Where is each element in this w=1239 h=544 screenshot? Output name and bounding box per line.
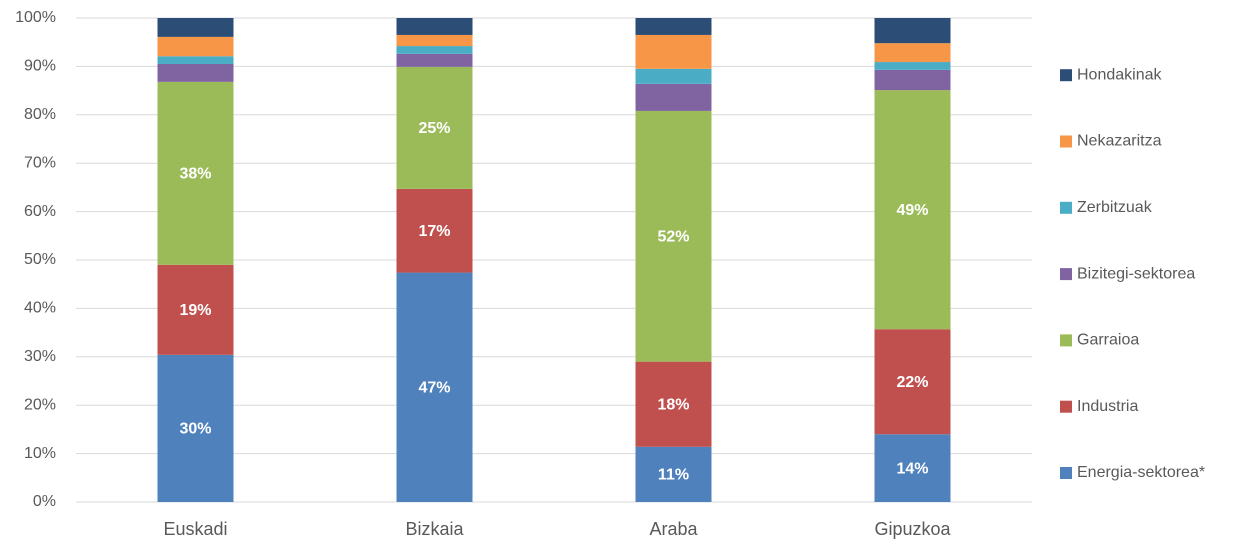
x-tick-label: Gipuzkoa (874, 519, 951, 539)
bar-segment (157, 36, 234, 57)
bar-segment (874, 434, 951, 502)
bar-segment (157, 81, 234, 265)
data-label: 49% (896, 202, 928, 219)
bar-segment (635, 446, 712, 502)
bar-segment (635, 68, 712, 84)
x-tick-label: Araba (649, 519, 698, 539)
bar-segment (635, 110, 712, 362)
data-label: 22% (896, 374, 928, 391)
y-tick-label: 0% (33, 493, 56, 510)
y-tick-label: 50% (24, 251, 56, 268)
bar-segment (874, 69, 951, 91)
data-label: 52% (657, 229, 689, 246)
bar-segment (874, 43, 951, 63)
legend-swatch (1060, 201, 1072, 214)
y-tick-label: 80% (24, 106, 56, 123)
legend-label: Nekazaritza (1077, 133, 1162, 150)
y-tick-label: 40% (24, 300, 56, 317)
bar-segment (157, 18, 234, 37)
bar-segment (874, 90, 951, 330)
bar-segment (396, 34, 473, 47)
x-tick-label: Bizkaia (405, 519, 464, 539)
bar-segment (635, 361, 712, 447)
legend-label: Bizitegi-sektorea (1077, 265, 1195, 282)
bar-segment (396, 272, 473, 502)
data-label: 18% (657, 396, 689, 413)
data-label: 25% (418, 120, 450, 137)
legend-label: Garraioa (1077, 332, 1139, 349)
legend-swatch (1060, 467, 1072, 479)
bar-segment (874, 18, 951, 44)
data-label: 11% (658, 467, 689, 484)
data-label: 38% (179, 166, 211, 183)
data-label: 17% (418, 223, 450, 240)
bar-segment (635, 83, 712, 111)
y-tick-label: 20% (24, 396, 56, 413)
bar-segment (157, 264, 234, 355)
y-tick-label: 30% (24, 348, 56, 365)
y-tick-label: 100% (15, 9, 56, 26)
data-label: 47% (418, 380, 450, 397)
legend-swatch (1060, 69, 1072, 82)
legend-label: Industria (1077, 398, 1138, 415)
bar-segment (635, 34, 712, 69)
data-label: 14% (896, 460, 928, 477)
legend-swatch (1060, 334, 1072, 347)
legend-label: Energia-sektorea* (1077, 464, 1205, 481)
bar-segment (874, 62, 951, 70)
y-tick-label: 10% (24, 445, 56, 462)
y-tick-label: 90% (24, 58, 56, 75)
legend-label: Hondakinak (1077, 66, 1163, 83)
legend-swatch (1060, 268, 1072, 281)
legend-swatch (1060, 135, 1072, 148)
bar-segment (396, 66, 473, 189)
x-tick-label: Euskadi (163, 519, 227, 539)
data-label: 30% (179, 421, 211, 438)
y-tick-label: 60% (24, 203, 56, 220)
data-label: 19% (179, 302, 211, 319)
bar-segment (157, 354, 234, 502)
legend-label: Zerbitzuak (1077, 199, 1153, 216)
legend-swatch (1060, 400, 1072, 413)
bar-segment (396, 46, 473, 54)
bar-segment (874, 329, 951, 435)
y-tick-label: 70% (24, 154, 56, 171)
bar-segment (157, 56, 234, 64)
bar-segment (635, 18, 712, 35)
bar-segment (396, 188, 473, 273)
bar-segment (396, 18, 473, 35)
bar-segment (396, 53, 473, 67)
bar-segment (157, 63, 234, 82)
